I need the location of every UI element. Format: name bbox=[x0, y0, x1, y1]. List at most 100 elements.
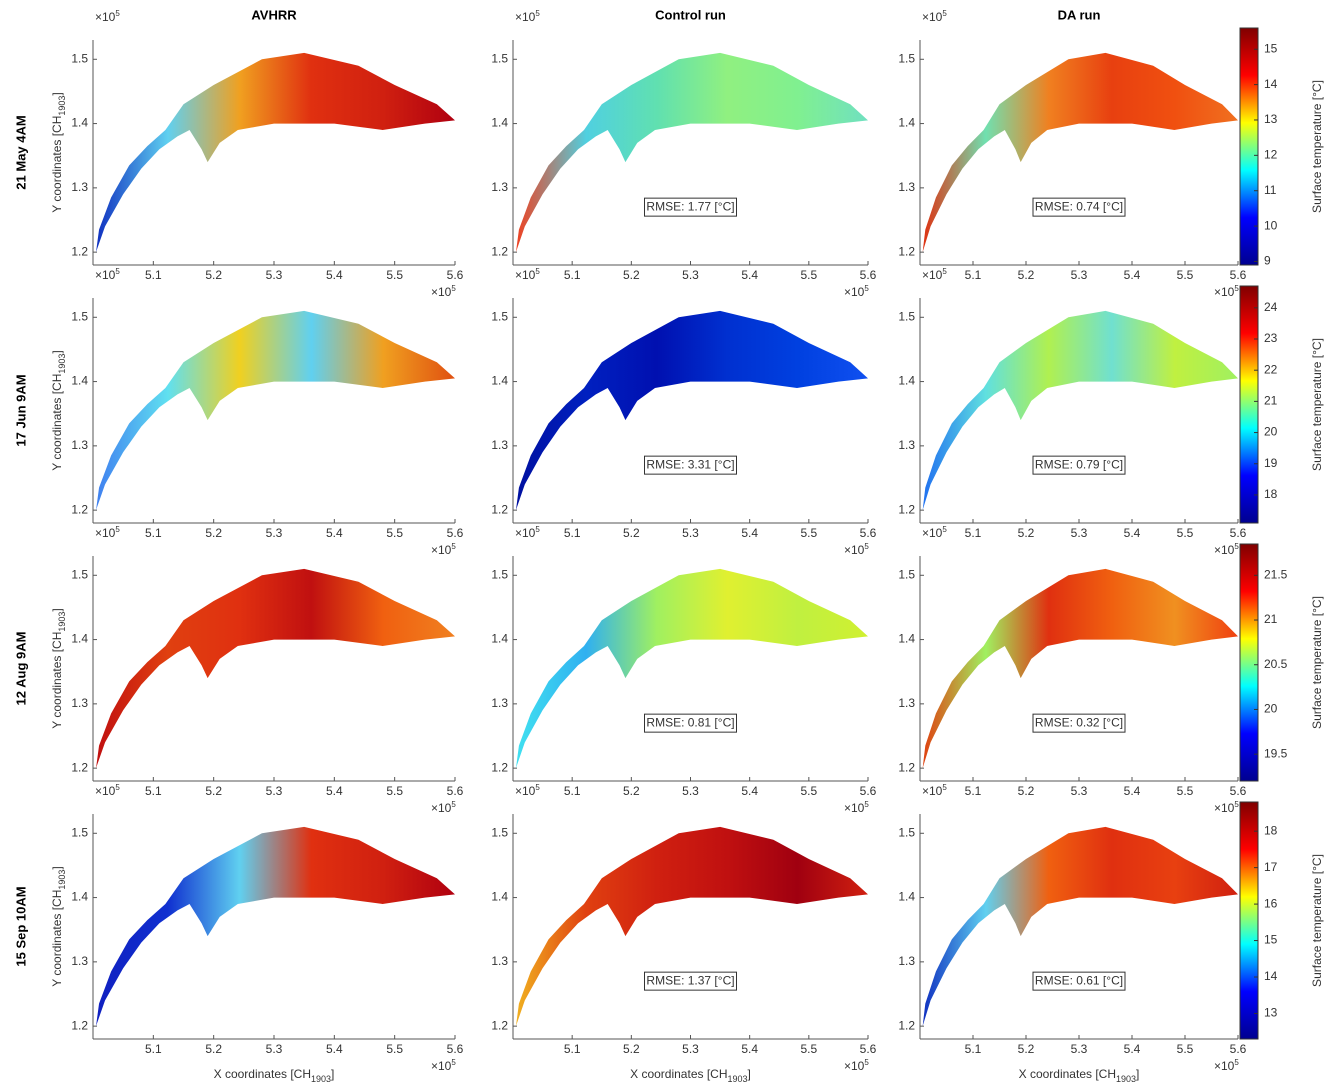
rmse-box bbox=[1032, 197, 1126, 217]
column-title: Control run bbox=[655, 7, 726, 22]
y-tick-label: 1.4 bbox=[71, 374, 88, 388]
x-tick-label: 5.5 bbox=[800, 1042, 817, 1056]
label-part: 1903 bbox=[311, 1074, 331, 1084]
y-tick-label: 1.3 bbox=[898, 696, 915, 710]
axis-exponent: ×105 bbox=[922, 783, 947, 799]
exp-power: 5 bbox=[535, 267, 540, 276]
label-part: ] bbox=[331, 1067, 334, 1081]
colorbar-tick-label: 10 bbox=[1264, 218, 1278, 232]
colorbar-tick-label: 12 bbox=[1264, 148, 1278, 162]
label-part: ] bbox=[50, 608, 64, 611]
x-tick-label: 5.1 bbox=[965, 1042, 982, 1056]
rmse-box bbox=[644, 971, 737, 991]
column-title: DA run bbox=[1058, 7, 1101, 22]
exp-base: ×10 bbox=[844, 285, 865, 299]
x-tick-label: 5.1 bbox=[564, 268, 581, 282]
exp-base: ×10 bbox=[1214, 285, 1235, 299]
colorbar-tick-label: 13 bbox=[1264, 112, 1278, 126]
x-tick-label: 5.2 bbox=[205, 526, 222, 540]
label-part: X coordinates [CH bbox=[630, 1067, 727, 1081]
x-tick-label: 5.2 bbox=[205, 1042, 222, 1056]
x-tick-label: 5.1 bbox=[564, 784, 581, 798]
rmse-label: RMSE: 1.77 [°C] bbox=[646, 199, 734, 213]
y-tick-label: 1.5 bbox=[491, 51, 508, 65]
rmse-box bbox=[644, 197, 737, 217]
x-tick-label: 5.6 bbox=[860, 268, 877, 282]
y-tick-label: 1.4 bbox=[71, 632, 88, 646]
x-tick-label: 5.5 bbox=[1177, 1042, 1194, 1056]
label-part: 1903 bbox=[728, 1074, 748, 1084]
lake-field bbox=[96, 310, 456, 511]
colorbar-tick-label: 20 bbox=[1264, 702, 1278, 716]
y-tick-label: 1.3 bbox=[491, 180, 508, 194]
y-tick-label: 1.2 bbox=[491, 244, 508, 258]
exp-power: 5 bbox=[115, 9, 120, 18]
label-part: ] bbox=[1136, 1067, 1139, 1081]
x-tick-label: 5.4 bbox=[326, 784, 343, 798]
colorbar-tick-label: 14 bbox=[1264, 77, 1278, 91]
axis-exponent: ×105 bbox=[431, 1058, 456, 1074]
lake-field bbox=[96, 568, 456, 769]
exp-power: 5 bbox=[1234, 284, 1239, 293]
colorbar-tick-label: 11 bbox=[1264, 183, 1277, 197]
y-tick-label: 1.3 bbox=[898, 438, 915, 452]
exp-power: 5 bbox=[864, 1058, 869, 1067]
x-tick-label: 5.6 bbox=[1230, 784, 1247, 798]
x-tick-label: 5.1 bbox=[145, 268, 162, 282]
y-tick-label: 1.3 bbox=[491, 696, 508, 710]
colorbar-tick-label: 21.5 bbox=[1264, 567, 1288, 581]
rmse-label: RMSE: 0.79 [°C] bbox=[1035, 457, 1123, 471]
x-tick-label: 5.1 bbox=[145, 784, 162, 798]
row-label: 17 Jun 9AM bbox=[13, 374, 28, 446]
exp-base: ×10 bbox=[95, 784, 116, 798]
x-tick-label: 5.4 bbox=[326, 268, 343, 282]
label-part: Y coordinates [CH bbox=[50, 374, 64, 471]
rmse-box bbox=[644, 713, 737, 733]
x-tick-label: 5.1 bbox=[965, 526, 982, 540]
x-tick-label: 5.2 bbox=[623, 268, 640, 282]
label-part: ] bbox=[748, 1067, 751, 1081]
x-tick-label: 5.1 bbox=[564, 526, 581, 540]
rmse-label: RMSE: 0.32 [°C] bbox=[1035, 715, 1123, 729]
colorbar-tick-label: 9 bbox=[1264, 254, 1271, 268]
x-tick-label: 5.3 bbox=[266, 526, 283, 540]
exp-base: ×10 bbox=[515, 10, 536, 24]
y-tick-label: 1.3 bbox=[71, 954, 88, 968]
y-tick-label: 1.2 bbox=[898, 1018, 915, 1032]
column-title: AVHRR bbox=[251, 7, 297, 22]
y-tick-label: 1.3 bbox=[898, 180, 915, 194]
exp-base: ×10 bbox=[515, 268, 536, 282]
exp-power: 5 bbox=[451, 284, 456, 293]
x-tick-label: 5.5 bbox=[386, 526, 403, 540]
y-tick-label: 1.4 bbox=[491, 374, 508, 388]
axis-label: Y coordinates [CH1903] bbox=[50, 608, 67, 729]
lake-field bbox=[515, 568, 868, 769]
lake-field bbox=[96, 52, 456, 253]
x-tick-label: 5.3 bbox=[682, 784, 699, 798]
label-part: Y coordinates [CH bbox=[50, 632, 64, 729]
label-part: X coordinates [CH bbox=[214, 1067, 311, 1081]
x-tick-label: 5.2 bbox=[623, 526, 640, 540]
axis-exponent: ×105 bbox=[1214, 542, 1239, 558]
exp-power: 5 bbox=[942, 783, 947, 792]
axis-label: X coordinates [CH1903] bbox=[630, 1067, 751, 1084]
rmse-box bbox=[1032, 713, 1126, 733]
colorbar-tick-label: 13 bbox=[1264, 1006, 1278, 1020]
axis-exponent: ×105 bbox=[431, 542, 456, 558]
x-tick-label: 5.5 bbox=[386, 784, 403, 798]
y-tick-label: 1.4 bbox=[491, 632, 508, 646]
colorbar-tick-label: 16 bbox=[1264, 896, 1278, 910]
lake-field bbox=[96, 826, 456, 1027]
exp-base: ×10 bbox=[431, 801, 452, 815]
colorbar-tick-label: 20.5 bbox=[1264, 657, 1288, 671]
x-tick-label: 5.3 bbox=[266, 268, 283, 282]
x-tick-label: 5.1 bbox=[145, 526, 162, 540]
y-tick-label: 1.5 bbox=[71, 309, 88, 323]
x-tick-label: 5.5 bbox=[800, 526, 817, 540]
y-tick-label: 1.2 bbox=[491, 760, 508, 774]
y-tick-label: 1.2 bbox=[71, 760, 88, 774]
rmse-box bbox=[1032, 971, 1126, 991]
colorbar bbox=[1239, 543, 1259, 782]
exp-base: ×10 bbox=[922, 268, 943, 282]
x-tick-label: 5.4 bbox=[1124, 1042, 1141, 1056]
